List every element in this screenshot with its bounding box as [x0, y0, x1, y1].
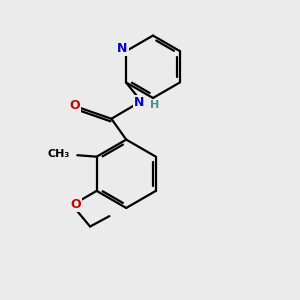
Text: O: O	[69, 99, 80, 112]
Text: CH₃: CH₃	[48, 149, 70, 159]
Text: O: O	[70, 198, 80, 211]
Text: N: N	[134, 96, 144, 109]
Text: N: N	[117, 42, 128, 55]
Text: H: H	[150, 100, 160, 110]
